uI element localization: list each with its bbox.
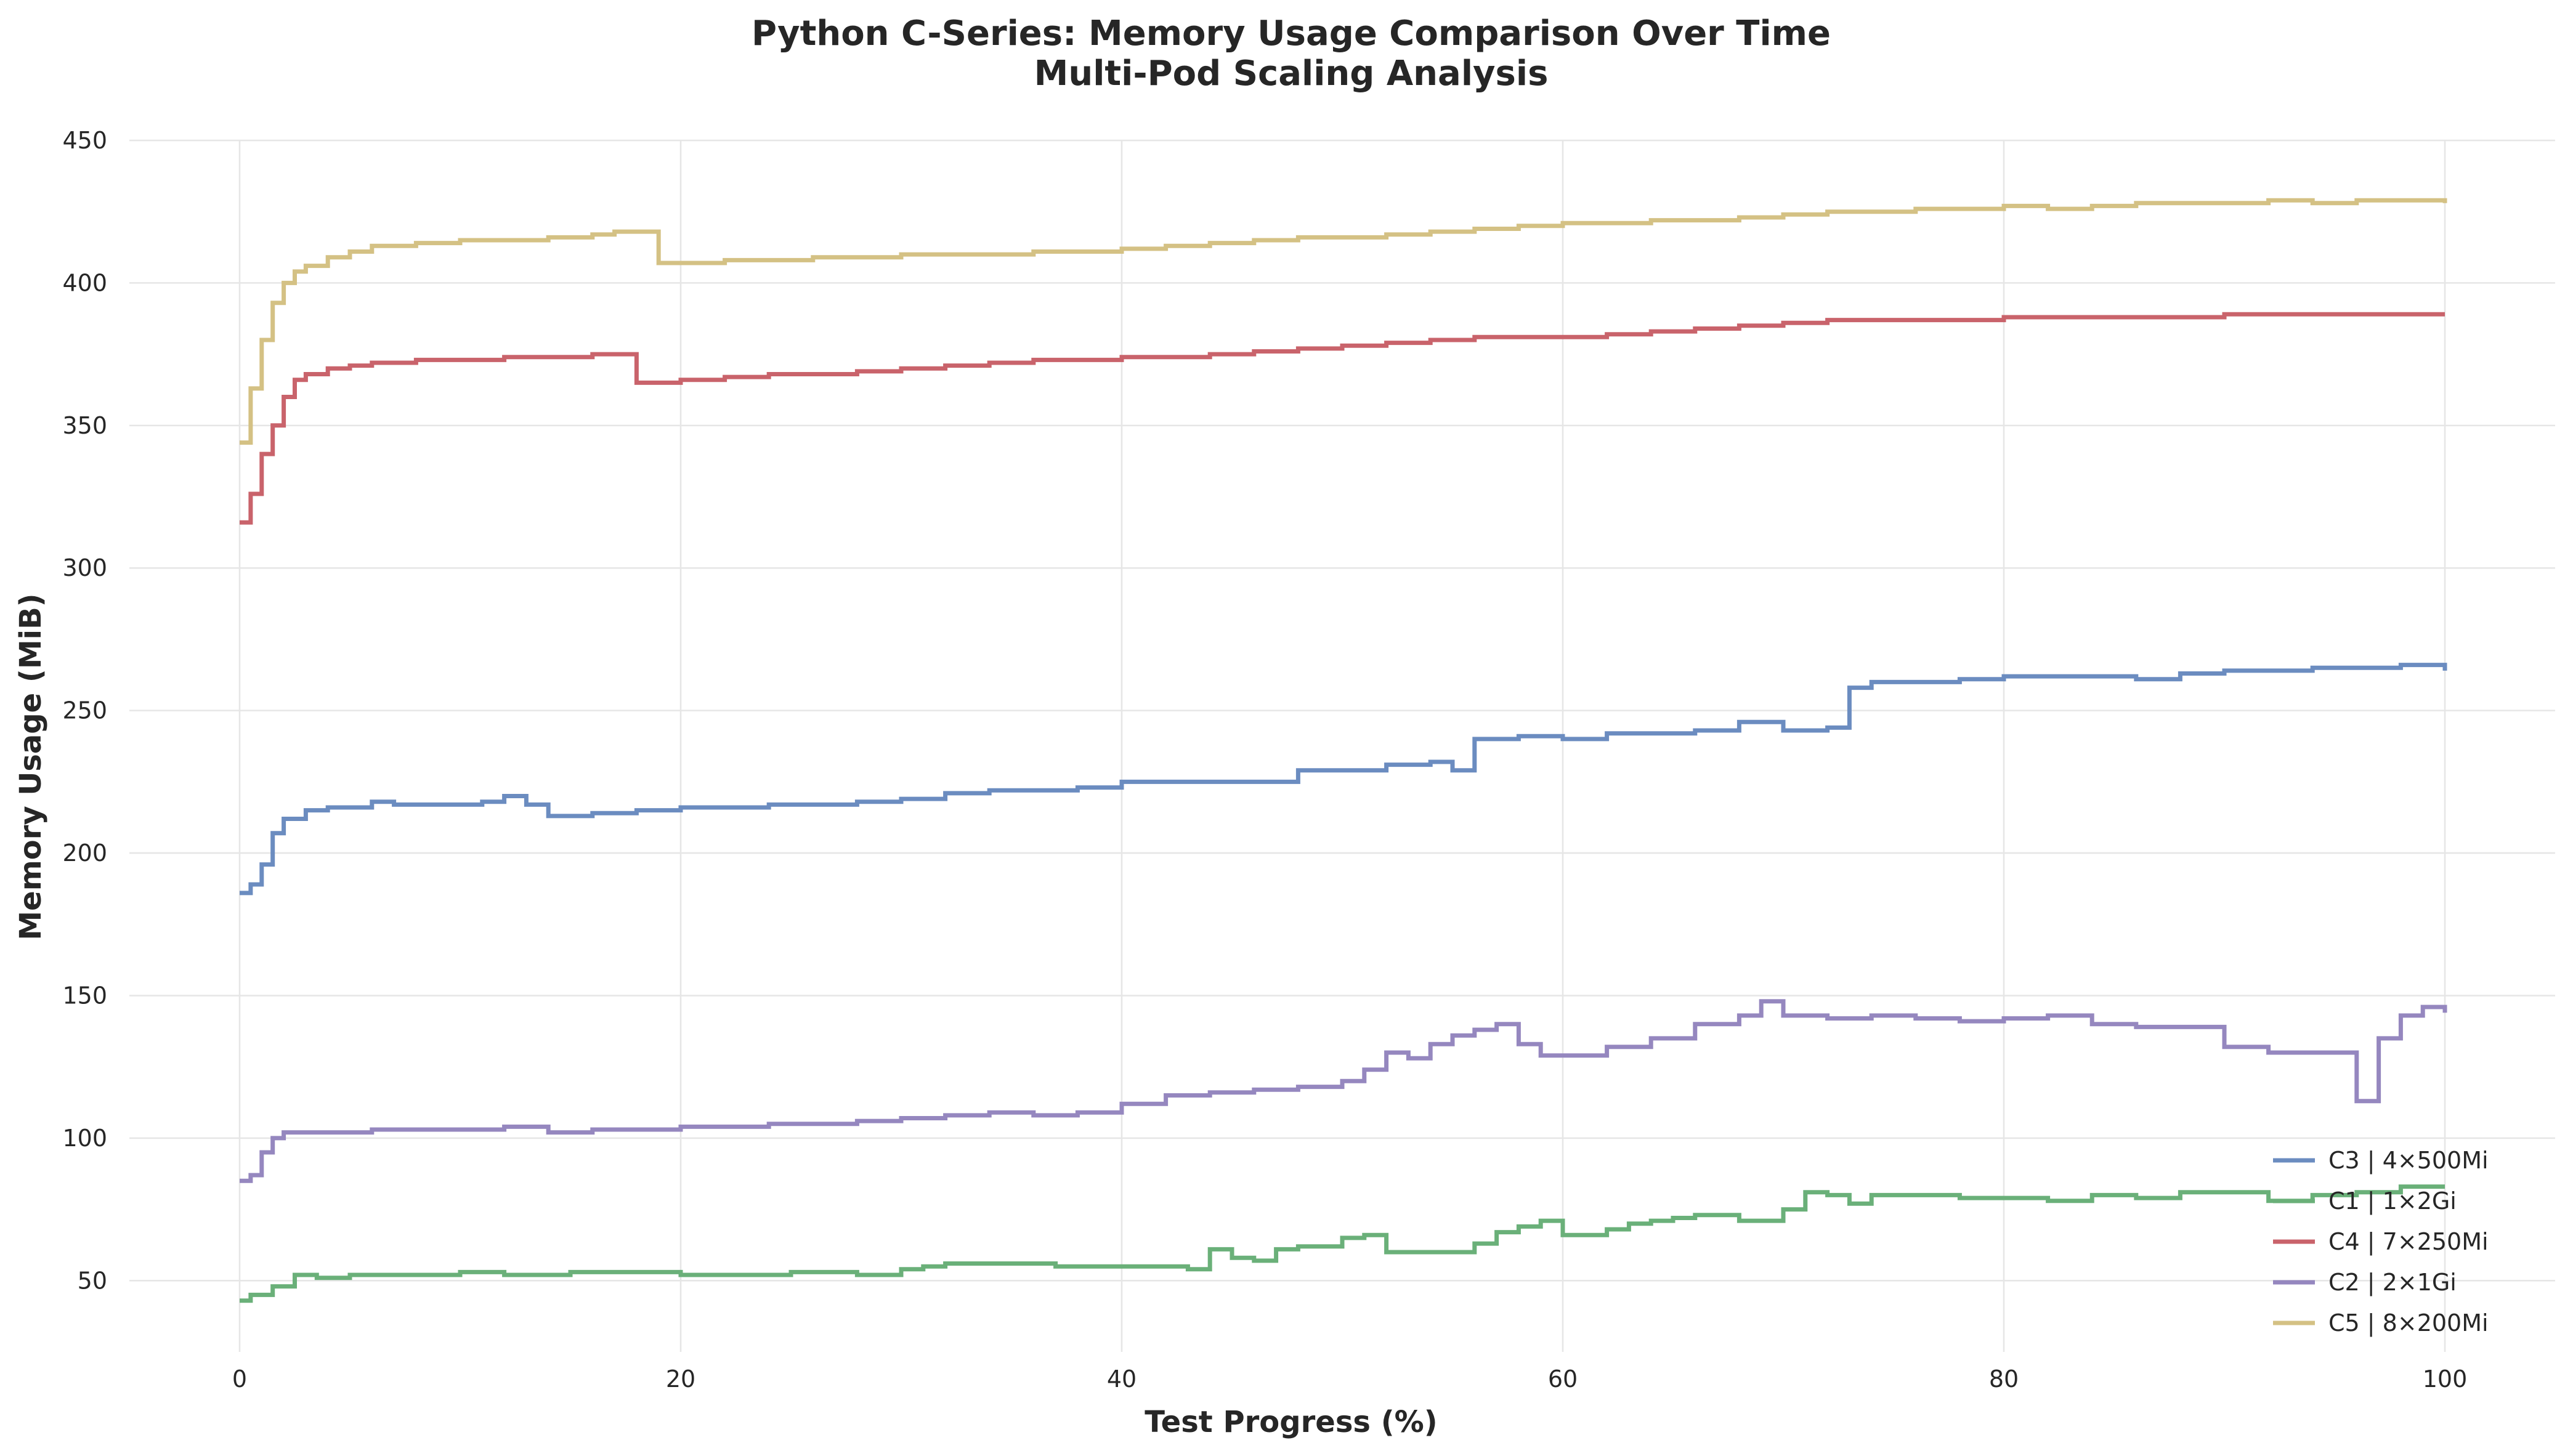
- legend-label-c2: C2 | 2×1Gi: [2328, 1269, 2457, 1296]
- series-line-c5: [240, 198, 2447, 445]
- legend-label-c4: C4 | 7×250Mi: [2328, 1228, 2489, 1256]
- x-tick-label: 80: [1989, 1365, 2019, 1393]
- x-tick-label: 40: [1107, 1365, 1137, 1393]
- x-tick-label: 0: [232, 1365, 247, 1393]
- legend-label-c3: C3 | 4×500Mi: [2328, 1147, 2489, 1175]
- series-line-c2: [240, 999, 2447, 1183]
- y-tick-label: 450: [62, 127, 107, 154]
- tick-labels: 0 20 40 60 80 100 50 100 150 200 250 300 350 400 450: [62, 127, 2467, 1393]
- chart-title: Python C-Series: Memory Usage Comparison…: [752, 14, 1831, 54]
- legend-label-c5: C5 | 8×200Mi: [2328, 1309, 2489, 1337]
- y-tick-label: 350: [62, 412, 107, 439]
- x-axis-label: Test Progress (%): [1145, 1405, 1437, 1439]
- y-tick-label: 100: [62, 1125, 107, 1152]
- x-tick-label: 100: [2423, 1365, 2468, 1393]
- y-tick-label: 150: [62, 982, 107, 1009]
- series-line-c4: [240, 312, 2445, 525]
- y-tick-label: 250: [62, 697, 107, 724]
- legend: C3 | 4×500Mi C1 | 1×2Gi C4 | 7×250Mi C2 | 2…: [2273, 1147, 2489, 1337]
- chart-subtitle: Multi-Pod Scaling Analysis: [1034, 54, 1549, 94]
- y-axis-label: Memory Usage (MiB): [14, 593, 48, 940]
- x-tick-label: 60: [1548, 1365, 1578, 1393]
- y-tick-label: 400: [62, 269, 107, 296]
- y-tick-label: 200: [62, 839, 107, 867]
- series-lines: [240, 198, 2447, 1303]
- x-tick-label: 20: [666, 1365, 695, 1393]
- series-line-c3: [240, 663, 2447, 896]
- series-line-c1: [240, 1184, 2445, 1303]
- legend-label-c1: C1 | 1×2Gi: [2328, 1187, 2457, 1215]
- grid-lines: [129, 139, 2555, 1352]
- y-tick-label: 300: [62, 554, 107, 581]
- y-tick-label: 50: [78, 1267, 107, 1294]
